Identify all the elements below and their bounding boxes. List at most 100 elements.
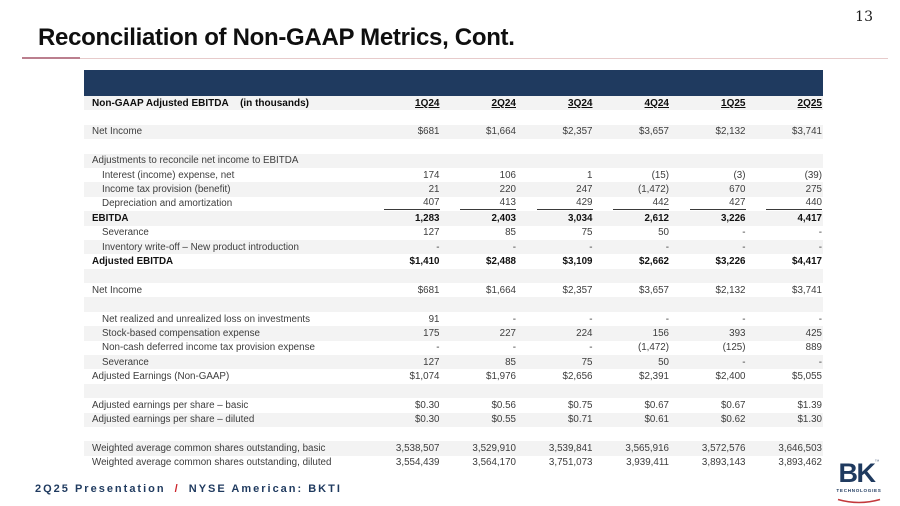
- row-label: Net Income: [92, 126, 143, 138]
- logo-subtext: TECHNOLOGIES: [836, 487, 882, 493]
- cell-value: -: [589, 313, 593, 325]
- table-row: Weighted average common shares outstandi…: [84, 441, 823, 456]
- cell-value: -: [742, 313, 746, 325]
- cell-value: $0.67: [720, 399, 746, 411]
- cell-value: $681: [417, 126, 440, 138]
- row-label: EBITDA: [92, 212, 129, 224]
- cell-value: -: [818, 241, 822, 253]
- table-row: Adjusted Earnings (Non-GAAP) $1,074 $1,976…: [84, 369, 823, 383]
- page-title: Reconciliation of Non-GAAP Metrics, Cont…: [38, 24, 515, 51]
- cell-value: $2,391: [639, 371, 669, 383]
- cell-value: $2,400: [715, 371, 746, 383]
- table-row: [84, 268, 823, 284]
- footer-ticker-label: NYSE American: BKTI: [188, 483, 342, 495]
- cell-value: -: [589, 342, 593, 354]
- cell-value: -: [742, 227, 746, 239]
- cell-value: $0.30: [414, 414, 440, 426]
- table-row: Weighted average common shares outstandi…: [84, 456, 823, 470]
- cell-value: $3,657: [639, 284, 669, 296]
- cell-value: $3,741: [792, 284, 822, 296]
- cell-value: $3,741: [792, 126, 822, 138]
- table-row: Net Income $681 $1,664 $2,357 $3,657 $2,132 $3…: [84, 283, 823, 297]
- logo-bk-text: BK: [838, 458, 877, 488]
- page-number: 13: [855, 9, 873, 25]
- table-row: EBITDA 1,283 2,403 3,034 2,612 3,226 4,417: [84, 211, 823, 226]
- cell-value: 3,565,916: [625, 443, 669, 455]
- footer-presentation-label: 2Q25 Presentation: [35, 483, 166, 495]
- cell-value: -: [665, 313, 669, 325]
- cell-value: 227: [499, 327, 516, 339]
- table-header-row: Non-GAAP Adjusted EBITDA (in thousands) …: [84, 96, 823, 111]
- cell-value: $1,074: [409, 371, 440, 383]
- table-row: Non-cash deferred income tax provision e…: [84, 341, 823, 355]
- cell-value: 224: [576, 327, 593, 339]
- row-label: Severance: [102, 356, 149, 368]
- table-header-label: Non-GAAP Adjusted EBITDA (in thousands): [84, 98, 364, 109]
- column-header: 1Q25: [721, 97, 746, 109]
- table-row: Severance 127 85 75 50 - -: [84, 226, 823, 240]
- column-header: 4Q24: [644, 97, 669, 109]
- table-row: Depreciation and amortization 407 413 429 44…: [84, 197, 823, 211]
- table-header-units: (in thousands): [240, 97, 309, 109]
- cell-value: -: [512, 313, 516, 325]
- row-label: Depreciation and amortization: [102, 198, 233, 210]
- table-row: Interest (income) expense, net 174 106 1 (15…: [84, 168, 823, 182]
- cell-value: 3,226: [720, 212, 746, 224]
- cell-value: 442: [594, 197, 671, 211]
- cell-value: -: [742, 241, 746, 253]
- table-row: [84, 297, 823, 312]
- cell-value: 2,403: [491, 212, 516, 224]
- cell-value: 220: [499, 184, 516, 196]
- row-label: Stock-based compensation expense: [102, 327, 260, 339]
- cell-value: $0.75: [567, 399, 593, 411]
- row-label: Net realized and unrealized loss on inve…: [102, 313, 311, 325]
- cell-value: $1,410: [409, 255, 440, 267]
- cell-value: 3,539,841: [548, 443, 593, 455]
- cell-value: $0.56: [491, 399, 516, 411]
- cell-value: 50: [658, 227, 669, 239]
- divider-line: [22, 58, 888, 59]
- cell-value: $4,417: [792, 255, 822, 267]
- cell-value: $5,055: [792, 371, 822, 383]
- cell-value: $681: [417, 284, 440, 296]
- cell-value: $2,357: [562, 284, 593, 296]
- cell-value: $0.62: [720, 414, 746, 426]
- cell-value: -: [742, 356, 746, 368]
- cell-value: $3,657: [639, 126, 669, 138]
- row-label: Adjusted Earnings (Non-GAAP): [92, 371, 230, 383]
- cell-value: -: [665, 241, 669, 253]
- row-label: Weighted average common shares outstandi…: [92, 443, 326, 455]
- divider-accent: [22, 57, 80, 59]
- trademark-symbol: ™: [874, 459, 880, 465]
- cell-value: 75: [581, 227, 593, 239]
- cell-value: $3,226: [715, 255, 746, 267]
- row-label: Adjustments to reconcile net income to E…: [92, 155, 299, 167]
- cell-value: $1,976: [486, 371, 516, 383]
- cell-value: (125): [722, 342, 746, 354]
- cell-value: 3,564,170: [472, 457, 516, 469]
- cell-value: $1,664: [486, 284, 516, 296]
- cell-value: -: [818, 227, 822, 239]
- cell-value: $1.30: [797, 414, 822, 426]
- cell-value: 247: [576, 184, 593, 196]
- table-row: Severance 127 85 75 50 - -: [84, 355, 823, 370]
- cell-value: (39): [804, 169, 822, 181]
- table-row: Adjusted earnings per share – diluted $0.…: [84, 412, 823, 427]
- cell-value: -: [512, 342, 516, 354]
- cell-value: $0.67: [644, 399, 669, 411]
- cell-value: 3,572,576: [701, 443, 746, 455]
- cell-value: 889: [805, 342, 822, 354]
- cell-value: 3,554,439: [395, 457, 440, 469]
- table-header-title: Non-GAAP Adjusted EBITDA: [92, 97, 229, 109]
- cell-value: 1: [587, 169, 593, 181]
- footer: 2Q25 Presentation / NYSE American: BKTI: [35, 483, 342, 495]
- row-label: Net Income: [92, 284, 143, 296]
- cell-value: 174: [423, 169, 440, 181]
- column-header: 2Q24: [491, 97, 516, 109]
- column-header: 3Q24: [568, 97, 593, 109]
- cell-value: $0.61: [644, 414, 669, 426]
- cell-value: 425: [805, 327, 822, 339]
- cell-value: -: [818, 313, 822, 325]
- cell-value: -: [818, 356, 822, 368]
- cell-value: 3,538,507: [395, 443, 440, 455]
